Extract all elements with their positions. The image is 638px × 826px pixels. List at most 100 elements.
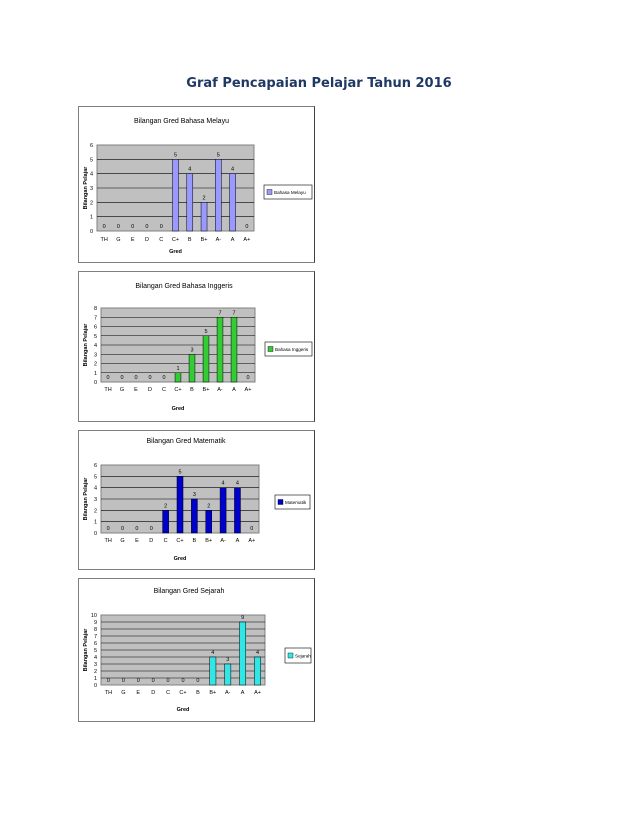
data-label: 0 bbox=[135, 526, 138, 532]
x-tick-label: TH bbox=[100, 237, 107, 243]
y-tick-label: 6 bbox=[94, 463, 97, 469]
legend-label: Sejarah bbox=[295, 654, 311, 659]
data-label: 5 bbox=[178, 469, 181, 475]
x-tick-label: C bbox=[166, 690, 170, 696]
y-tick-label: 3 bbox=[94, 352, 97, 358]
y-axis-label: Bilangan Pelajar bbox=[83, 628, 89, 672]
legend-swatch bbox=[266, 189, 273, 195]
y-tick-label: 0 bbox=[94, 531, 97, 537]
bar bbox=[230, 317, 238, 383]
legend-box bbox=[264, 341, 313, 357]
chart-bahasa-inggeris: 0 1 2 3 4 5 6 7 8 0 TH 0 G 0 E 0 D 0 C 1 C+ 3 B 5 B+ 7 A- 7 A 0 A+ Bila… bbox=[83, 283, 313, 412]
page-title: Graf Pencapaian Pelajar Tahun 2016 bbox=[186, 76, 452, 91]
x-tick-label: B bbox=[188, 237, 192, 243]
data-label: 3 bbox=[193, 492, 196, 498]
data-label: 0 bbox=[103, 224, 106, 230]
y-tick-label: 6 bbox=[94, 325, 97, 331]
y-tick-label: 5 bbox=[90, 157, 93, 163]
x-tick-label: G bbox=[116, 237, 120, 243]
data-label: 0 bbox=[246, 375, 249, 381]
x-tick-label: C+ bbox=[174, 387, 181, 393]
x-tick-label: D bbox=[148, 387, 152, 393]
x-tick-label: A+ bbox=[245, 387, 252, 393]
x-tick-label: D bbox=[145, 237, 149, 243]
y-tick-label: 9 bbox=[94, 620, 97, 626]
data-label: 0 bbox=[107, 526, 110, 532]
y-tick-label: 2 bbox=[94, 669, 97, 675]
x-axis-label: Gred bbox=[174, 556, 187, 562]
data-label: 2 bbox=[164, 503, 167, 509]
x-tick-label: G bbox=[121, 690, 125, 696]
data-label: 1 bbox=[176, 366, 179, 372]
data-label: 5 bbox=[174, 152, 177, 158]
y-tick-label: 4 bbox=[94, 343, 97, 349]
chart-title: Bilangan Gred Matematik bbox=[147, 438, 226, 445]
data-label: 0 bbox=[148, 375, 151, 381]
data-label: 2 bbox=[203, 195, 206, 201]
y-tick-label: 2 bbox=[94, 362, 97, 368]
legend-box bbox=[263, 184, 313, 200]
x-tick-label: TH bbox=[105, 690, 112, 696]
data-label: 4 bbox=[231, 167, 234, 173]
chart-panel-bahasa-inggeris: 0 1 2 3 4 5 6 7 8 0 TH 0 G 0 E 0 D 0 C 1 C+ 3 B 5 B+ 7 A- 7 A 0 A+ Bila… bbox=[78, 271, 315, 422]
data-label: 9 bbox=[241, 615, 244, 621]
legend-swatch bbox=[267, 346, 274, 352]
x-tick-label: B+ bbox=[201, 237, 208, 243]
legend-label: Bahasa Melayu bbox=[274, 190, 306, 195]
bar bbox=[200, 202, 208, 232]
y-tick-label: 5 bbox=[94, 474, 97, 480]
data-label: 4 bbox=[222, 481, 225, 487]
y-tick-label: 7 bbox=[94, 315, 97, 321]
data-label: 0 bbox=[167, 678, 170, 684]
y-tick-label: 2 bbox=[94, 508, 97, 514]
data-label: 0 bbox=[122, 678, 125, 684]
bar bbox=[209, 656, 217, 686]
data-label: 0 bbox=[145, 224, 148, 230]
data-label: 0 bbox=[150, 526, 153, 532]
x-tick-label: A- bbox=[220, 538, 226, 544]
y-axis-label: Bilangan Pelajar bbox=[83, 323, 89, 367]
legend-box bbox=[284, 647, 312, 664]
x-tick-label: C bbox=[164, 538, 168, 544]
data-label: 0 bbox=[160, 224, 163, 230]
y-tick-label: 5 bbox=[94, 648, 97, 654]
x-tick-label: E bbox=[135, 538, 139, 544]
y-tick-label: 4 bbox=[94, 655, 97, 661]
data-label: 3 bbox=[226, 657, 229, 663]
y-tick-label: 3 bbox=[94, 497, 97, 503]
data-label: 0 bbox=[131, 224, 134, 230]
x-tick-label: C+ bbox=[179, 690, 186, 696]
legend-swatch bbox=[277, 499, 284, 505]
x-tick-label: D bbox=[149, 538, 153, 544]
chart-sejarah: 0123456789100TH0G0E0D0C0C+0B4B+3A-9A4A+B… bbox=[83, 588, 312, 713]
x-tick-label: A bbox=[231, 237, 235, 243]
y-tick-label: 3 bbox=[94, 662, 97, 668]
y-tick-label: 0 bbox=[94, 380, 97, 386]
data-label: 0 bbox=[121, 526, 124, 532]
x-tick-label: B+ bbox=[205, 538, 212, 544]
data-label: 4 bbox=[236, 481, 239, 487]
data-label: 0 bbox=[134, 375, 137, 381]
bar bbox=[186, 173, 194, 232]
bar bbox=[205, 510, 212, 534]
x-tick-label: TH bbox=[104, 387, 111, 393]
x-tick-label: A- bbox=[217, 387, 223, 393]
y-tick-label: 7 bbox=[94, 634, 97, 640]
y-tick-label: 5 bbox=[94, 334, 97, 340]
chart-matematik: 0 1 2 3 4 5 6 0 TH 0 G 0 E 0 D 2 C 5 C+ 3 B 2 B+ 4 A- 4 A 0 A+ Bilang… bbox=[83, 438, 311, 562]
x-axis-label: Gred bbox=[169, 249, 182, 255]
y-tick-label: 10 bbox=[91, 613, 97, 619]
y-tick-label: 6 bbox=[90, 143, 93, 149]
x-tick-label: B bbox=[193, 538, 197, 544]
chart-title: Bilangan Gred Bahasa Melayu bbox=[134, 118, 229, 125]
y-axis-label: Bilangan Pelajar bbox=[83, 166, 89, 210]
data-label: 0 bbox=[162, 375, 165, 381]
bar bbox=[174, 372, 182, 383]
data-label: 0 bbox=[106, 375, 109, 381]
y-axis-label: Bilangan Pelajar bbox=[83, 477, 89, 521]
data-label: 2 bbox=[207, 503, 210, 509]
data-label: 7 bbox=[218, 310, 221, 316]
x-axis-label: Gred bbox=[172, 406, 185, 412]
bar bbox=[254, 656, 261, 686]
y-tick-label: 8 bbox=[94, 306, 97, 312]
